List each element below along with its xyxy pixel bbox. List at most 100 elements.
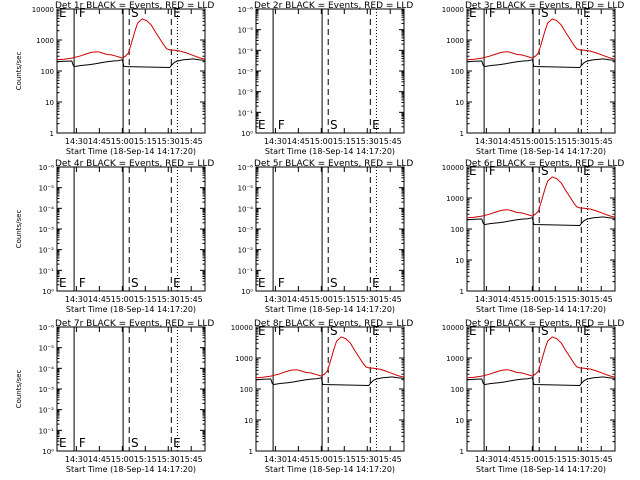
x-tick-label: 15:15 [333, 137, 356, 146]
y-tick-label: 10000 [442, 324, 464, 332]
x-tick-label: 14:30 [264, 137, 287, 146]
x-tick-label: 15:30 [567, 137, 590, 146]
x-axis-label: Start Time (18-Sep-14 14:17:20) [265, 465, 395, 474]
panel-det-1: Det 1r BLACK = Events, RED = LLD 1 10 100 10… [15, 1, 214, 156]
events-series-line [466, 58, 616, 69]
y-tick-label: 10⁻² [39, 407, 55, 415]
mode-marker: S [131, 6, 139, 20]
y-tick-label: 10 [455, 99, 464, 107]
lld-series-line [466, 336, 616, 379]
mode-marker: E [583, 164, 591, 178]
y-tick-label: 1000 [446, 37, 464, 45]
x-axis-label: Start Time (18-Sep-14 14:17:20) [66, 465, 196, 474]
mode-marker: E [173, 276, 181, 290]
y-tick-label: 10⁻⁶ [39, 324, 55, 332]
mode-marker: E [372, 324, 380, 338]
y-tick-label: 10⁰ [42, 288, 54, 296]
x-tick-label: 15:00 [310, 455, 333, 464]
x-tick-label: 15:30 [356, 295, 379, 304]
mode-marker: S [541, 324, 549, 338]
x-axis-label: Start Time (18-Sep-14 14:17:20) [476, 147, 606, 156]
x-tick-label: 14:30 [264, 455, 287, 464]
x-tick-label: 14:30 [65, 295, 88, 304]
mode-marker: F [79, 276, 86, 290]
plot-frame [466, 8, 616, 134]
lld-series-line [255, 336, 405, 379]
y-tick-label: 100 [451, 226, 464, 234]
x-axis-label: Start Time (18-Sep-14 14:17:20) [476, 305, 606, 314]
panel-title: Det 6r BLACK = Events, RED = LLD [465, 159, 624, 169]
y-axis-label: Counts/sec [15, 52, 23, 91]
y-tick-label: 10⁻² [238, 89, 254, 97]
y-tick-label: 10⁻¹ [39, 267, 55, 275]
y-tick-label: 10⁻⁶ [39, 164, 55, 172]
y-tick-label: 10⁻⁴ [39, 365, 55, 373]
y-tick-label: 10⁻² [39, 247, 55, 255]
x-axis-label: Start Time (18-Sep-14 14:17:20) [66, 147, 196, 156]
y-tick-label: 10⁻⁵ [39, 345, 55, 353]
mode-marker: E [258, 276, 266, 290]
panel-title: Det 9r BLACK = Events, RED = LLD [465, 319, 624, 329]
plot-frame [466, 166, 616, 292]
x-tick-label: 14:30 [264, 295, 287, 304]
x-tick-label: 15:45 [590, 455, 613, 464]
mode-marker: E [173, 436, 181, 450]
events-series-line [466, 216, 616, 227]
y-tick-label: 10⁻⁶ [238, 6, 254, 14]
x-tick-label: 15:45 [180, 455, 203, 464]
y-tick-label: 1 [50, 130, 54, 138]
events-series-line [466, 376, 616, 387]
panel-det-2: Det 2r BLACK = Events, RED = LLD 10⁰ 10⁻¹ 1… [238, 1, 414, 156]
mode-marker: E [469, 6, 477, 20]
x-axis-label: Start Time (18-Sep-14 14:17:20) [476, 465, 606, 474]
panel-title: Det 4r BLACK = Events, RED = LLD [55, 159, 214, 169]
y-tick-label: 1000 [446, 355, 464, 363]
mode-marker: E [583, 6, 591, 20]
x-axis-label: Start Time (18-Sep-14 14:17:20) [265, 147, 395, 156]
y-tick-label: 100 [240, 386, 253, 394]
y-tick-label: 100 [451, 386, 464, 394]
y-tick-label: 10 [45, 99, 54, 107]
x-tick-label: 15:45 [590, 137, 613, 146]
x-tick-label: 15:00 [521, 455, 544, 464]
x-tick-label: 15:45 [379, 137, 402, 146]
x-tick-label: 15:45 [379, 295, 402, 304]
x-tick-label: 15:00 [111, 137, 134, 146]
mode-marker: S [131, 436, 139, 450]
lld-series-line [56, 18, 206, 61]
x-tick-label: 15:30 [157, 137, 180, 146]
mode-marker: S [330, 324, 338, 338]
panel-det-3: Det 3r BLACK = Events, RED = LLD 1 10 100 10… [442, 1, 625, 156]
y-tick-label: 10⁻⁶ [238, 164, 254, 172]
mode-marker: F [79, 436, 86, 450]
mode-marker: F [489, 6, 496, 20]
y-tick-label: 10⁻¹ [238, 109, 254, 117]
y-tick-label: 1 [460, 448, 464, 456]
y-tick-label: 10⁻³ [39, 226, 55, 234]
y-tick-label: 10000 [442, 6, 464, 14]
x-tick-label: 15:30 [567, 295, 590, 304]
x-tick-label: 15:00 [521, 295, 544, 304]
mode-marker: F [278, 324, 285, 338]
panel-det-6: Det 6r BLACK = Events, RED = LLD 1 10 100 10… [442, 159, 625, 314]
x-tick-label: 15:45 [180, 295, 203, 304]
x-tick-label: 15:45 [180, 137, 203, 146]
y-tick-label: 10⁻⁵ [39, 185, 55, 193]
panel-det-4: Det 4r BLACK = Events, RED = LLD 10⁰ 10⁻¹ 1… [15, 159, 214, 314]
x-tick-label: 15:00 [521, 137, 544, 146]
y-axis-label: Counts/sec [15, 370, 23, 409]
y-tick-label: 10⁻³ [238, 68, 254, 76]
y-tick-label: 1 [460, 130, 464, 138]
x-tick-label: 14:45 [88, 295, 111, 304]
x-tick-label: 14:45 [287, 455, 310, 464]
lld-series-line [466, 176, 616, 219]
mode-marker: E [59, 276, 67, 290]
y-tick-label: 10000 [32, 6, 54, 14]
y-tick-label: 1000 [36, 37, 54, 45]
plot-frame [56, 166, 206, 292]
y-tick-label: 10⁻⁴ [39, 205, 55, 213]
y-tick-label: 100 [451, 68, 464, 76]
y-tick-label: 1 [249, 448, 253, 456]
y-tick-label: 10⁻² [238, 247, 254, 255]
x-tick-label: 15:30 [567, 455, 590, 464]
